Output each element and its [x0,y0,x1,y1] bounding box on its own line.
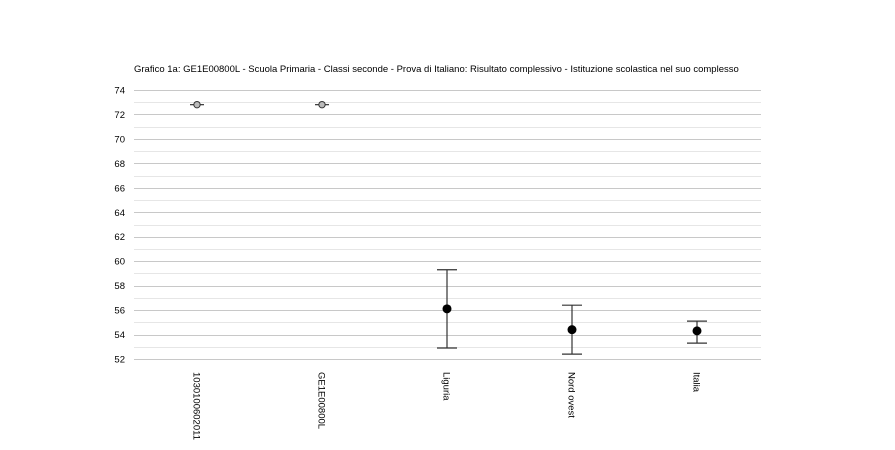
x-category-label: Liguria [441,372,452,401]
data-series [190,100,707,355]
grid-lines [134,90,761,360]
y-tick-label: 58 [114,281,125,292]
data-point-group [562,304,582,355]
y-tick-label: 62 [114,232,125,243]
data-point-marker [318,100,326,109]
chart-title: Grafico 1a: GE1E00800L - Scuola Primaria… [134,64,739,75]
data-point-group [687,320,707,344]
x-axis-categories: 1030100602011 GE1E00800L Liguria Nord ovest… [191,372,702,440]
y-tick-label: 70 [114,134,125,145]
y-axis-ticks: 52 54 56 58 60 62 64 66 68 70 72 74 [114,86,125,366]
y-tick-label: 72 [114,110,125,121]
x-category-label: GE1E00800L [316,372,327,429]
y-tick-label: 74 [114,86,125,97]
y-tick-label: 52 [114,355,125,366]
y-tick-label: 68 [114,159,125,170]
data-point-group [437,269,457,349]
data-point-marker [193,100,201,109]
data-point-group [315,100,329,109]
y-tick-label: 56 [114,306,125,317]
data-point-marker [567,325,577,335]
data-point-marker [442,304,452,314]
data-point-group [190,100,204,109]
x-category-label: Nord ovest [566,372,577,418]
y-tick-label: 60 [114,257,125,268]
y-tick-label: 54 [114,330,125,341]
y-tick-label: 66 [114,183,125,194]
x-category-label: Italia [691,372,702,393]
data-point-marker [692,326,702,336]
x-category-label: 1030100602011 [191,372,202,440]
y-tick-label: 64 [114,208,125,219]
